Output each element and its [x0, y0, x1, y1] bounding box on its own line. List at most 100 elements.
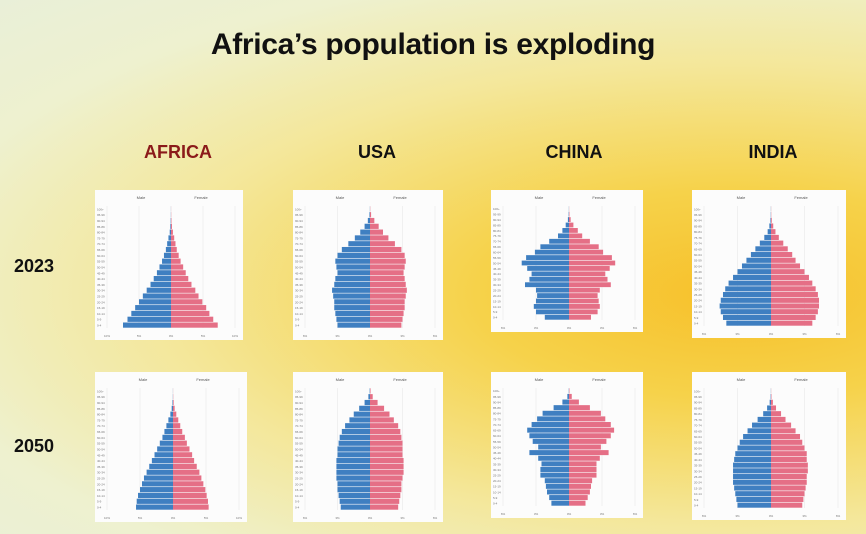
bar-female	[569, 282, 611, 288]
age-tick-label: 85-89	[694, 224, 702, 228]
bar-male	[164, 428, 173, 435]
bar-male	[336, 463, 370, 470]
bar-female	[569, 266, 610, 271]
x-tick-label: 3%	[802, 332, 807, 336]
age-tick-label: 0-4	[295, 324, 300, 328]
age-tick-label: 35-39	[694, 464, 702, 468]
pyramid-usa-2050: Male Female 0-4 5-9 10-14 15-19 20-24 25-29 30-3…	[293, 372, 443, 522]
bar-male	[536, 287, 569, 293]
bar-male	[526, 255, 569, 260]
bar-female	[569, 455, 600, 461]
age-tick-label: 40-44	[694, 276, 702, 280]
bar-male	[131, 310, 171, 317]
bar-male	[722, 314, 771, 320]
bar-female	[771, 309, 818, 315]
age-tick-label: 45-49	[295, 271, 303, 275]
bar-male	[734, 485, 771, 491]
age-tick-label: 65-69	[97, 430, 105, 434]
bar-male	[537, 416, 569, 422]
bar-female	[370, 217, 375, 224]
bar-male	[537, 293, 569, 298]
bar-female	[171, 223, 172, 229]
age-tick-label: 55-59	[295, 260, 303, 264]
age-tick-label: 95-99	[97, 213, 105, 217]
bar-female	[569, 304, 600, 309]
bar-male	[348, 241, 370, 247]
bar-female	[569, 293, 598, 298]
age-tick-label: 15-19	[493, 299, 501, 303]
pyramid-usa-2023: Male Female 0-4 5-9 10-14 15-19 20-24 25-29 30-3…	[293, 190, 443, 340]
bar-male	[136, 504, 173, 510]
age-tick-label: 60-64	[493, 251, 501, 255]
x-tick-label: 6%	[836, 514, 841, 518]
age-tick-label: 55-59	[97, 442, 105, 446]
bar-male	[743, 434, 771, 440]
x-tick-label: 0%	[368, 334, 373, 338]
bar-female	[173, 498, 208, 504]
bar-female	[771, 303, 820, 309]
x-tick-label: 6%	[303, 334, 308, 338]
age-tick-label: 25-29	[97, 295, 105, 299]
bar-male	[156, 270, 171, 276]
bar-female	[569, 450, 609, 456]
bar-female	[771, 217, 772, 223]
bar-male	[542, 410, 569, 416]
bar-male	[337, 446, 370, 452]
age-tick-label: 40-44	[493, 457, 501, 461]
bar-male	[149, 463, 173, 470]
bar-male	[733, 462, 771, 468]
bar-male	[339, 498, 370, 504]
bar-female	[569, 427, 615, 433]
age-tick-label: 45-49	[295, 453, 303, 457]
legend-male: Male	[737, 377, 746, 382]
bar-female	[370, 264, 405, 270]
bar-female	[771, 280, 813, 286]
bar-male	[153, 276, 171, 282]
age-tick-label: 40-44	[97, 277, 105, 281]
bar-female	[370, 287, 407, 293]
bar-male	[733, 479, 771, 485]
age-tick-label: 20-24	[295, 300, 303, 304]
bar-male	[135, 305, 171, 311]
bar-female	[569, 228, 578, 233]
bar-female	[771, 428, 796, 434]
bar-female	[370, 246, 402, 253]
bar-female	[370, 452, 403, 458]
age-tick-label: 35-39	[295, 465, 303, 469]
bar-male	[136, 498, 173, 504]
bar-female	[173, 417, 179, 423]
age-tick-label: 75-79	[694, 418, 702, 422]
age-tick-label: 95-99	[295, 395, 303, 399]
bar-female	[173, 440, 187, 446]
x-tick-label: 6%	[702, 514, 707, 518]
bar-male	[720, 297, 771, 303]
bar-female	[370, 498, 400, 504]
age-tick-label: 55-59	[97, 260, 105, 264]
bar-male	[359, 405, 370, 411]
age-tick-label: 0-4	[295, 506, 300, 510]
age-tick-label: 85-89	[493, 223, 501, 227]
bar-female	[569, 399, 579, 405]
age-tick-label: 60-64	[493, 434, 501, 438]
bar-male	[334, 281, 370, 288]
bar-male	[733, 274, 771, 280]
bar-female	[771, 422, 792, 428]
bar-female	[771, 462, 808, 468]
bar-male	[536, 298, 569, 304]
x-tick-label: 0%	[769, 332, 774, 336]
bar-female	[171, 316, 214, 322]
x-tick-label: 10%	[232, 334, 238, 338]
bar-male	[534, 249, 569, 255]
bar-male	[737, 502, 771, 508]
bar-male	[719, 303, 771, 309]
bar-male	[170, 411, 173, 417]
bar-male	[769, 223, 771, 229]
age-tick-label: 40-44	[694, 458, 702, 462]
age-tick-label: 80-84	[694, 230, 702, 234]
bar-male	[332, 287, 370, 293]
x-tick-label: 0%	[567, 512, 572, 516]
age-tick-label: 15-19	[295, 306, 303, 310]
bar-male	[764, 234, 771, 240]
x-tick-label: 0%	[171, 516, 176, 520]
